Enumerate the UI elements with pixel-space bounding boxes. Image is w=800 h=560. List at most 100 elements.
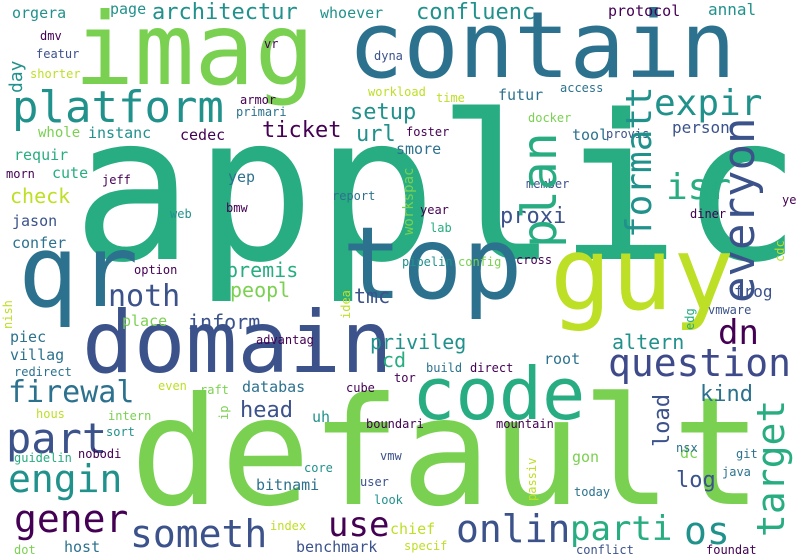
word-advantag: advantag (256, 333, 314, 347)
word-confluenc: confluenc (416, 0, 536, 25)
word-pipelin: pipelin (402, 255, 453, 269)
word-member: member (526, 177, 570, 191)
word-web: web (170, 207, 192, 221)
word-head: head (240, 398, 293, 423)
word-default: default (130, 366, 763, 540)
word-cedec: cedec (180, 126, 226, 144)
word-top: top (342, 205, 523, 322)
word-nsx: nsx (676, 441, 698, 455)
word-part: part (6, 414, 108, 463)
word-annal: annal (708, 0, 757, 19)
word-platform: platform (12, 82, 224, 133)
word-firewal: firewal (8, 375, 135, 410)
word-formatt: formatt (619, 86, 660, 238)
word-featur: featur (36, 47, 80, 61)
word-ye: ye (782, 193, 797, 207)
word-altern: altern (612, 330, 685, 354)
word-gener: gener (14, 497, 129, 541)
word-java: java (722, 465, 751, 479)
word-qr: qr (18, 213, 139, 330)
word-conflict: conflict (576, 543, 634, 557)
word-redirect: redirect (14, 365, 72, 379)
word-proxi: proxi (500, 204, 567, 229)
word-parti: parti (570, 509, 673, 549)
word-target: target (749, 399, 793, 537)
word-root: root (544, 350, 581, 368)
word-jeff: jeff (102, 173, 131, 187)
word-question: question (608, 341, 792, 385)
word-use: use (328, 505, 390, 545)
word-vmw: vmw (380, 449, 402, 463)
word-futur: futur (498, 86, 544, 104)
word-os: os (684, 509, 730, 553)
word-docker: docker (528, 111, 572, 125)
word-villag: villag (10, 346, 65, 364)
word-piec: piec (10, 328, 47, 346)
word-setup: setup (350, 100, 417, 125)
word-bitnami: bitnami (256, 476, 320, 494)
word-someth: someth (130, 512, 268, 556)
word-whoever: whoever (320, 4, 384, 22)
word-instanc: instanc (88, 124, 152, 142)
word-ticket: ticket (262, 118, 342, 143)
word-option: option (134, 263, 178, 277)
word-dn: dn (718, 313, 759, 353)
word-hous: hous (36, 407, 65, 421)
word-vmware: vmware (708, 303, 752, 317)
word-check: check (10, 184, 71, 208)
word-guy: guy (550, 215, 735, 334)
word-tmc: tmc (354, 284, 391, 308)
word-foundat: foundat (706, 543, 757, 557)
word-engin: engin (8, 457, 123, 501)
word-tool: tool (572, 126, 609, 144)
word-lab: lab (430, 221, 452, 235)
word-code: code (412, 352, 586, 436)
word-orgera: orgera (12, 4, 67, 22)
word-isr: isr (666, 167, 732, 208)
word-config: config (458, 255, 502, 269)
word-dmv: dmv (40, 29, 62, 43)
word-domain: domain (82, 293, 393, 393)
word-databas: databas (242, 378, 306, 396)
word-dc: dc (680, 444, 699, 462)
word-contain: contain (348, 0, 736, 99)
word-whole: whole (38, 125, 81, 141)
word-protocol: protocol (608, 2, 681, 20)
word-expir: expir (654, 83, 763, 124)
word-confer: confer (12, 234, 67, 252)
word-applic: applic (72, 71, 800, 307)
word-noth: noth (108, 279, 181, 314)
word-workload: workload (368, 85, 426, 99)
word-core: core (304, 461, 333, 475)
word-armor: armor (240, 93, 277, 107)
word-onlin: onlin (456, 507, 571, 551)
word-cd: cd (382, 348, 407, 372)
word-person: person (672, 118, 730, 137)
word-time: time (436, 91, 465, 105)
word-log: log (676, 468, 716, 493)
word-nish: nish (1, 300, 15, 329)
word-boundari: boundari (366, 417, 424, 431)
word-edg: edg (683, 308, 697, 330)
word-privileg: privileg (370, 330, 467, 354)
word-premis: premis (226, 258, 299, 282)
word-yep: yep (228, 168, 256, 186)
word-shorter: shorter (30, 67, 81, 81)
word-dot: dot (14, 543, 36, 557)
word-direct: direct (470, 361, 514, 375)
word-today: today (574, 485, 611, 499)
word-tor: tor (394, 371, 416, 385)
word-diner: diner (690, 207, 727, 221)
word-passiv: passiv (525, 457, 539, 501)
word-mountain: mountain (496, 417, 554, 431)
word-primari: primari (236, 105, 287, 119)
word-everyon: everyon (714, 117, 765, 303)
word-peopl: peopl (230, 278, 291, 302)
word-workspac: workspac (401, 167, 417, 235)
word-host: host (64, 538, 101, 556)
word-load: load (650, 394, 675, 447)
word-year: year (420, 203, 449, 217)
word-cube: cube (346, 381, 375, 395)
word-url: url (356, 122, 396, 147)
